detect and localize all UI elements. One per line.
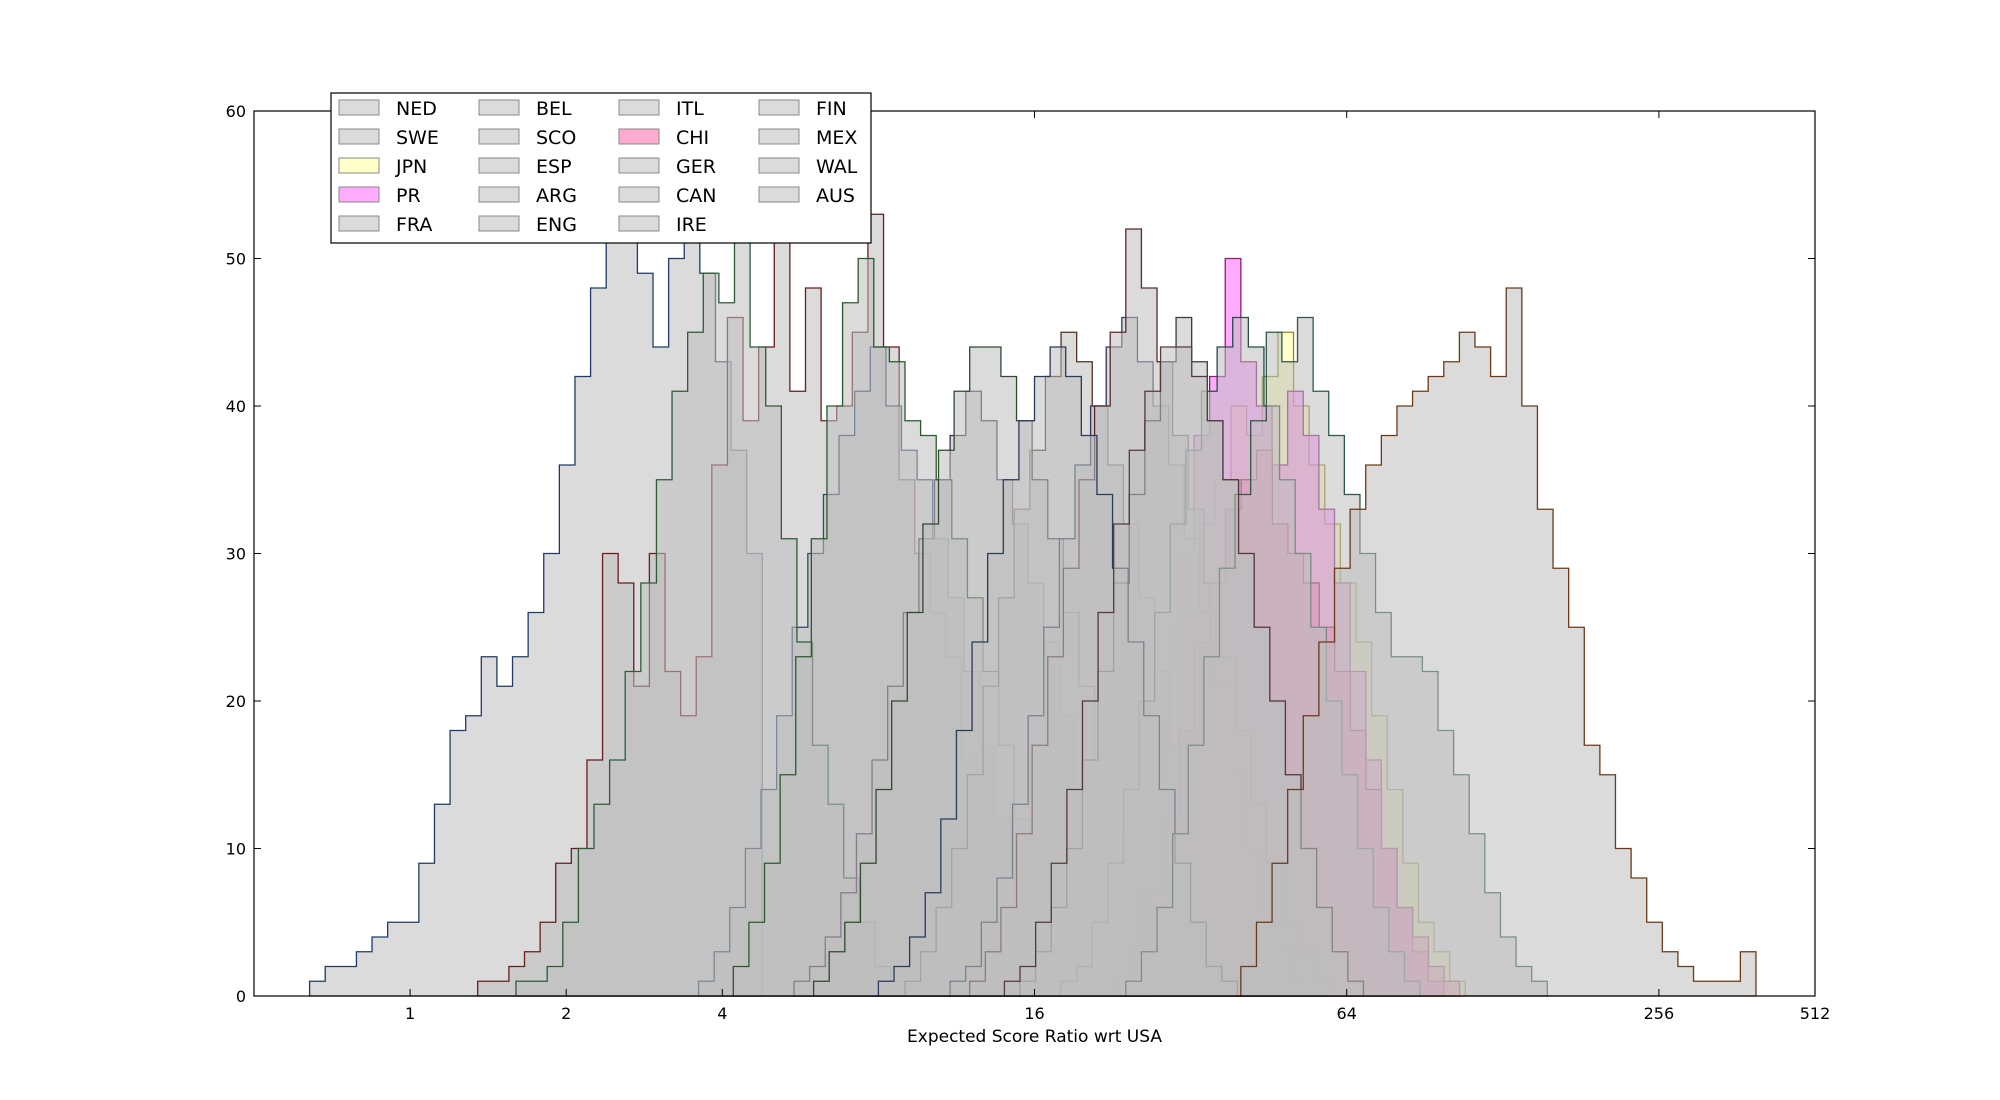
y-axis: 0 10 20 30 40 50 60 bbox=[226, 102, 1815, 1006]
legend-swatch bbox=[478, 128, 520, 145]
legend-label: MEX bbox=[816, 127, 857, 149]
legend-label: ENG bbox=[536, 214, 577, 236]
legend-item-fra: FRA bbox=[338, 214, 432, 236]
legend-item-mex: MEX bbox=[758, 127, 857, 149]
histogram-series-layer bbox=[308, 169, 1757, 997]
legend-item-arg: ARG bbox=[478, 185, 577, 207]
legend-item-chi: CHI bbox=[618, 127, 709, 149]
legend: NED SWE JPN PR FRA BEL SCO ESP ARG ENG ITL CHI GER CA… bbox=[330, 92, 872, 244]
y-tick-label: 60 bbox=[226, 102, 246, 121]
legend-label: SWE bbox=[396, 127, 439, 149]
legend-label: GER bbox=[676, 156, 716, 178]
legend-label: PR bbox=[396, 185, 421, 207]
legend-label: FIN bbox=[816, 98, 847, 120]
legend-swatch bbox=[478, 186, 520, 203]
legend-item-fin: FIN bbox=[758, 98, 847, 120]
legend-label: CHI bbox=[676, 127, 709, 149]
legend-label: WAL bbox=[816, 156, 858, 178]
x-tick-label: 2 bbox=[561, 1004, 571, 1023]
x-tick-label: 512 bbox=[1800, 1004, 1831, 1023]
legend-label: BEL bbox=[536, 98, 572, 120]
legend-swatch bbox=[758, 128, 800, 145]
legend-swatch bbox=[618, 186, 660, 203]
legend-swatch bbox=[618, 215, 660, 232]
legend-label: ARG bbox=[536, 185, 577, 207]
x-tick-label: 256 bbox=[1644, 1004, 1675, 1023]
legend-item-swe: SWE bbox=[338, 127, 439, 149]
legend-item-pr: PR bbox=[338, 185, 421, 207]
legend-label: IRE bbox=[676, 214, 707, 236]
x-axis: 1 2 4 16 64 256 512 bbox=[405, 111, 1830, 1023]
legend-label: SCO bbox=[536, 127, 576, 149]
legend-swatch bbox=[338, 186, 380, 203]
legend-item-bel: BEL bbox=[478, 98, 572, 120]
legend-swatch bbox=[478, 157, 520, 174]
legend-swatch bbox=[338, 128, 380, 145]
x-tick-label: 4 bbox=[717, 1004, 727, 1023]
legend-label: CAN bbox=[676, 185, 716, 207]
legend-label: NED bbox=[396, 98, 437, 120]
legend-swatch bbox=[758, 186, 800, 203]
legend-label: AUS bbox=[816, 185, 855, 207]
legend-swatch bbox=[478, 99, 520, 116]
y-tick-label: 20 bbox=[226, 692, 246, 711]
y-tick-label: 40 bbox=[226, 397, 246, 416]
legend-item-ire: IRE bbox=[618, 214, 707, 236]
legend-swatch bbox=[338, 157, 380, 174]
legend-label: ESP bbox=[536, 156, 572, 178]
legend-item-wal: WAL bbox=[758, 156, 858, 178]
x-tick-label: 16 bbox=[1024, 1004, 1044, 1023]
x-tick-label: 1 bbox=[405, 1004, 415, 1023]
x-axis-label: Expected Score Ratio wrt USA bbox=[907, 1027, 1162, 1047]
legend-swatch bbox=[338, 99, 380, 116]
legend-label: JPN bbox=[395, 156, 427, 178]
legend-item-esp: ESP bbox=[478, 156, 572, 178]
legend-swatch bbox=[618, 128, 660, 145]
legend-item-eng: ENG bbox=[478, 214, 577, 236]
legend-item-itl: ITL bbox=[618, 98, 704, 120]
legend-item-jpn: JPN bbox=[338, 156, 427, 178]
legend-swatch bbox=[758, 157, 800, 174]
y-tick-label: 0 bbox=[236, 987, 246, 1006]
legend-item-aus: AUS bbox=[758, 185, 855, 207]
legend-swatch bbox=[338, 215, 380, 232]
legend-swatch bbox=[618, 99, 660, 116]
legend-item-can: CAN bbox=[618, 185, 716, 207]
series-aus bbox=[1240, 287, 1757, 997]
y-tick-label: 30 bbox=[226, 545, 246, 564]
legend-label: ITL bbox=[676, 98, 704, 120]
x-tick-label: 64 bbox=[1337, 1004, 1357, 1023]
histogram-aus bbox=[1240, 287, 1757, 997]
y-tick-label: 50 bbox=[226, 250, 246, 269]
legend-item-sco: SCO bbox=[478, 127, 576, 149]
legend-swatch bbox=[758, 99, 800, 116]
legend-swatch bbox=[478, 215, 520, 232]
legend-label: FRA bbox=[396, 214, 432, 236]
legend-item-ger: GER bbox=[618, 156, 716, 178]
y-tick-label: 10 bbox=[226, 840, 246, 859]
legend-swatch bbox=[618, 157, 660, 174]
legend-item-ned: NED bbox=[338, 98, 437, 120]
